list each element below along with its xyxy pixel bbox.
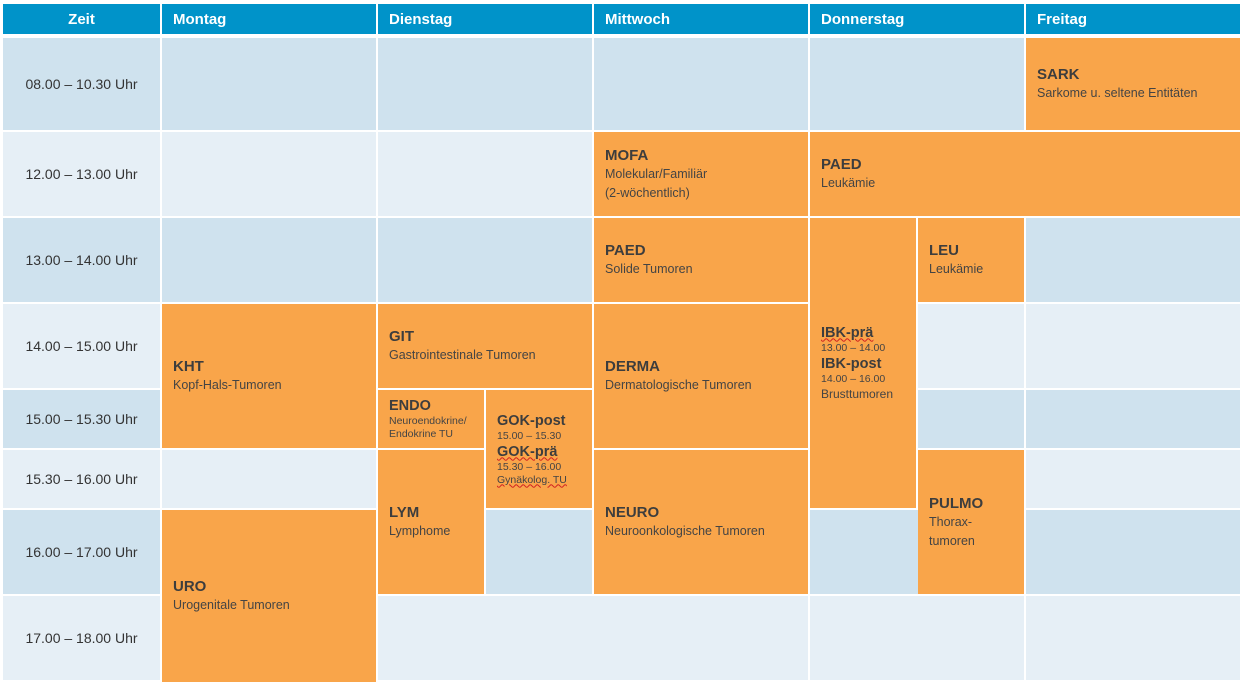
- empty-cell: [378, 38, 592, 130]
- header-montag: Montag: [162, 4, 376, 34]
- header-mittwoch: Mittwoch: [594, 4, 808, 34]
- event-paed-solide[interactable]: PAED Solide Tumoren: [594, 218, 808, 302]
- empty-cell: [1026, 510, 1240, 594]
- time-slot: 08.00 – 10.30 Uhr: [3, 38, 160, 130]
- time-slot: 16.00 – 17.00 Uhr: [3, 510, 160, 594]
- event-lym[interactable]: LYM Lymphome: [378, 450, 484, 594]
- event-mofa[interactable]: MOFA Molekular/Familiär (2-wöchentlich): [594, 132, 808, 216]
- event-code: GOK-prä: [497, 443, 558, 460]
- empty-cell: [918, 390, 1024, 448]
- event-derma[interactable]: DERMA Dermatologische Tumoren: [594, 304, 808, 448]
- event-paed-leukaemie[interactable]: PAED Leukämie: [810, 132, 1240, 216]
- empty-cell: [162, 218, 376, 302]
- event-description: (2-wöchentlich): [605, 185, 690, 200]
- event-code: LEU: [929, 242, 959, 259]
- event-code: KHT: [173, 358, 204, 375]
- event-time: 15.30 – 16.00: [497, 460, 562, 473]
- event-description: Urogenitale Tumoren: [173, 598, 290, 612]
- time-slot: 17.00 – 18.00 Uhr: [3, 596, 160, 680]
- empty-cell: [486, 510, 592, 594]
- empty-cell: [1026, 450, 1240, 508]
- event-description: Neuroendokrine/: [389, 415, 467, 427]
- event-description: Brusttumoren: [821, 386, 894, 401]
- event-endo[interactable]: ENDO Neuroendokrine/ Endokrine TU: [378, 390, 484, 448]
- event-code: SARK: [1037, 66, 1080, 83]
- event-description: Gynäkolog. TU: [497, 473, 567, 486]
- event-kht[interactable]: KHT Kopf-Hals-Tumoren: [162, 304, 376, 448]
- event-code: GIT: [389, 328, 414, 345]
- time-slot: 15.30 – 16.00 Uhr: [3, 450, 160, 508]
- event-description: Sarkome u. seltene Entitäten: [1037, 86, 1198, 100]
- empty-cell: [594, 596, 808, 680]
- event-ibk[interactable]: IBK-prä 13.00 – 14.00 IBK-post 14.00 – 1…: [810, 218, 916, 508]
- event-time: 13.00 – 14.00: [821, 341, 886, 354]
- event-code: PAED: [605, 242, 646, 259]
- event-gok[interactable]: GOK-post 15.00 – 15.30 GOK-prä 15.30 – 1…: [486, 390, 592, 508]
- empty-cell: [594, 38, 808, 130]
- empty-cell: [810, 38, 1024, 130]
- event-git[interactable]: GIT Gastrointestinale Tumoren: [378, 304, 592, 388]
- event-pulmo[interactable]: PULMO Thorax- tumoren: [918, 450, 1024, 594]
- time-slot: 14.00 – 15.00 Uhr: [3, 304, 160, 388]
- event-code: IBK-post: [821, 355, 882, 372]
- empty-cell: [1026, 390, 1240, 448]
- event-description: Lymphome: [389, 524, 451, 538]
- empty-cell: [378, 132, 592, 216]
- event-code: URO: [173, 578, 207, 595]
- event-neuro[interactable]: NEURO Neuroonkologische Tumoren: [594, 450, 808, 594]
- event-code: NEURO: [605, 504, 660, 521]
- empty-cell: [162, 38, 376, 130]
- event-time: 14.00 – 16.00: [821, 372, 886, 385]
- event-code: PULMO: [929, 494, 984, 512]
- event-code: DERMA: [605, 358, 660, 375]
- event-description: Thorax-: [929, 514, 973, 529]
- event-code: IBK-prä: [821, 324, 874, 341]
- event-description: tumoren: [929, 533, 975, 548]
- donnerstag-split: IBK-prä 13.00 – 14.00 IBK-post 14.00 – 1…: [810, 218, 1024, 594]
- header-freitag: Freitag: [1026, 4, 1240, 34]
- header-dienstag: Dienstag: [378, 4, 592, 34]
- header-donnerstag: Donnerstag: [810, 4, 1024, 34]
- event-description: Solide Tumoren: [605, 262, 693, 276]
- empty-cell: [918, 304, 1024, 388]
- event-description: Kopf-Hals-Tumoren: [173, 378, 282, 392]
- time-slot: 12.00 – 13.00 Uhr: [3, 132, 160, 216]
- event-uro[interactable]: URO Urogenitale Tumoren: [162, 510, 376, 682]
- empty-cell: [162, 132, 376, 216]
- event-time: 15.00 – 15.30: [497, 429, 562, 442]
- empty-cell: [1026, 596, 1240, 680]
- dienstag-split: ENDO Neuroendokrine/ Endokrine TU GOK-po…: [378, 390, 592, 680]
- event-description: Neuroonkologische Tumoren: [605, 524, 765, 538]
- empty-cell: [810, 596, 1024, 680]
- event-code: PAED: [821, 156, 862, 173]
- header-zeit: Zeit: [3, 4, 160, 34]
- empty-cell: [1026, 218, 1240, 302]
- event-code: GOK-post: [497, 412, 566, 429]
- event-sark[interactable]: SARK Sarkome u. seltene Entitäten: [1026, 38, 1240, 130]
- event-leu[interactable]: LEU Leukämie: [918, 218, 1024, 302]
- event-description: Endokrine TU: [389, 428, 454, 440]
- event-code: MOFA: [605, 146, 649, 164]
- time-slot: 13.00 – 14.00 Uhr: [3, 218, 160, 302]
- event-description: Gastrointestinale Tumoren: [389, 348, 536, 362]
- empty-cell: [378, 218, 592, 302]
- event-code: LYM: [389, 504, 420, 521]
- event-description: Dermatologische Tumoren: [605, 378, 752, 392]
- empty-cell: [1026, 304, 1240, 388]
- empty-cell: [810, 510, 916, 594]
- empty-cell: [162, 450, 376, 508]
- event-description: Molekular/Familiär: [605, 166, 708, 181]
- event-code: ENDO: [389, 398, 431, 414]
- event-description: Leukämie: [821, 176, 876, 190]
- time-slot: 15.00 – 15.30 Uhr: [3, 390, 160, 448]
- event-description: Leukämie: [929, 262, 984, 276]
